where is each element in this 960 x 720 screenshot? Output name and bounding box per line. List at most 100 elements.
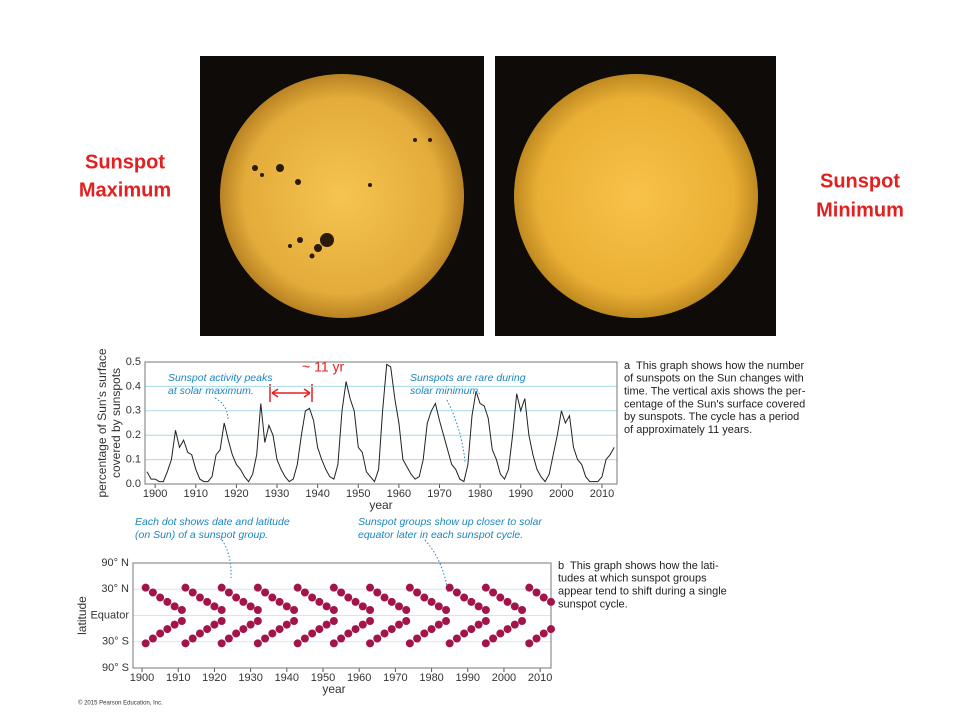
data-point [510, 620, 519, 629]
y-axis-label: latitude [75, 596, 89, 635]
x-tick-label: 1920 [202, 672, 226, 684]
y-tick-label: 0.1 [126, 454, 141, 466]
data-line [146, 363, 615, 483]
data-point [293, 583, 302, 592]
data-point [308, 629, 317, 638]
data-point [474, 602, 483, 611]
data-point [253, 606, 262, 615]
pointers [214, 397, 466, 593]
data-point [395, 620, 403, 629]
data-point [387, 597, 396, 606]
data-point [366, 616, 375, 625]
annotation: Sunspot groups show up closer to solar [358, 516, 542, 528]
x-tick-label: 1910 [184, 488, 208, 500]
x-tick-label: 1980 [419, 672, 443, 684]
data-point [427, 625, 436, 634]
data-point [329, 583, 338, 592]
annotation: ~ 11 yr [302, 359, 344, 375]
caption: centage of the Sun's surface covered [624, 398, 805, 410]
data-point [380, 593, 389, 602]
data-point [481, 639, 490, 648]
data-point [387, 625, 396, 634]
data-point [532, 588, 541, 597]
data-point [290, 616, 299, 625]
x-tick-label: 1940 [305, 488, 329, 500]
y-axis-label: covered by sunspots [109, 368, 123, 478]
data-point [442, 616, 451, 625]
data-point [351, 625, 360, 634]
x-tick-label: 2010 [528, 672, 552, 684]
data-point [217, 583, 226, 592]
caption: of sunspots on the Sun changes with [624, 373, 804, 385]
data-point [518, 616, 527, 625]
data-point [148, 588, 157, 597]
data-point [293, 639, 302, 648]
y-tick-label: 90° N [101, 557, 129, 569]
data-point [445, 639, 454, 648]
data-point [268, 629, 277, 638]
sun-photo [514, 74, 758, 318]
x-tick-label: 1980 [468, 488, 492, 500]
data-point [163, 625, 172, 634]
x-tick-label: 1900 [143, 488, 167, 500]
y-tick-label: 0.5 [126, 356, 141, 368]
x-tick-label: 1940 [275, 672, 299, 684]
annotation: (on Sun) of a sunspot group. [135, 529, 268, 541]
y-tick-label: 90° S [102, 662, 129, 674]
photo-label: Minimum [816, 199, 904, 221]
data-point [467, 625, 476, 634]
data-point [434, 602, 443, 611]
data-point [177, 606, 186, 615]
data-point [300, 634, 309, 643]
y-tick-label: 0.3 [126, 405, 141, 417]
data-point [210, 620, 219, 629]
data-point [217, 606, 226, 615]
caption: sunspot cycle. [558, 598, 628, 610]
x-tick-label: 2000 [492, 672, 516, 684]
caption: tudes at which sunspot groups [558, 573, 707, 585]
data-point [402, 616, 411, 625]
y-tick-label: Equator [90, 609, 129, 621]
data-point [322, 602, 331, 611]
x-tick-label: 1960 [387, 488, 411, 500]
annotation: Sunspots are rare during [410, 372, 526, 384]
data-point [547, 625, 555, 634]
data-point [539, 629, 548, 638]
data-point [224, 634, 233, 643]
data-point [380, 629, 389, 638]
data-point [489, 588, 498, 597]
data-point [170, 620, 179, 629]
data-point [413, 588, 422, 597]
data-point [300, 588, 309, 597]
data-point [474, 620, 483, 629]
x-tick-label: 1970 [427, 488, 451, 500]
data-point [402, 606, 411, 615]
data-point [445, 583, 454, 592]
data-point [496, 593, 505, 602]
x-tick-label: 1920 [224, 488, 248, 500]
data-point [232, 629, 241, 638]
y-axis-label: percentage of Sun's surface [95, 348, 109, 497]
data-point [420, 593, 429, 602]
x-tick-label: 1990 [508, 488, 532, 500]
copyright: © 2015 Pearson Education, Inc. [78, 700, 163, 707]
x-tick-label: 1950 [311, 672, 335, 684]
x-tick-label: 1970 [383, 672, 407, 684]
data-point [413, 634, 422, 643]
data-point [195, 593, 204, 602]
data-point [239, 597, 248, 606]
data-point [373, 634, 382, 643]
data-point [329, 606, 338, 615]
data-point [253, 616, 262, 625]
data-point [452, 634, 461, 643]
period-arrow [269, 384, 313, 402]
data-point [366, 639, 375, 648]
data-point [427, 597, 436, 606]
data-point [188, 634, 197, 643]
data-point [481, 606, 490, 615]
y-tick-label: 30° S [102, 636, 129, 648]
data-point [344, 629, 353, 638]
photo-label: Sunspot [820, 170, 900, 192]
data-point [503, 597, 512, 606]
